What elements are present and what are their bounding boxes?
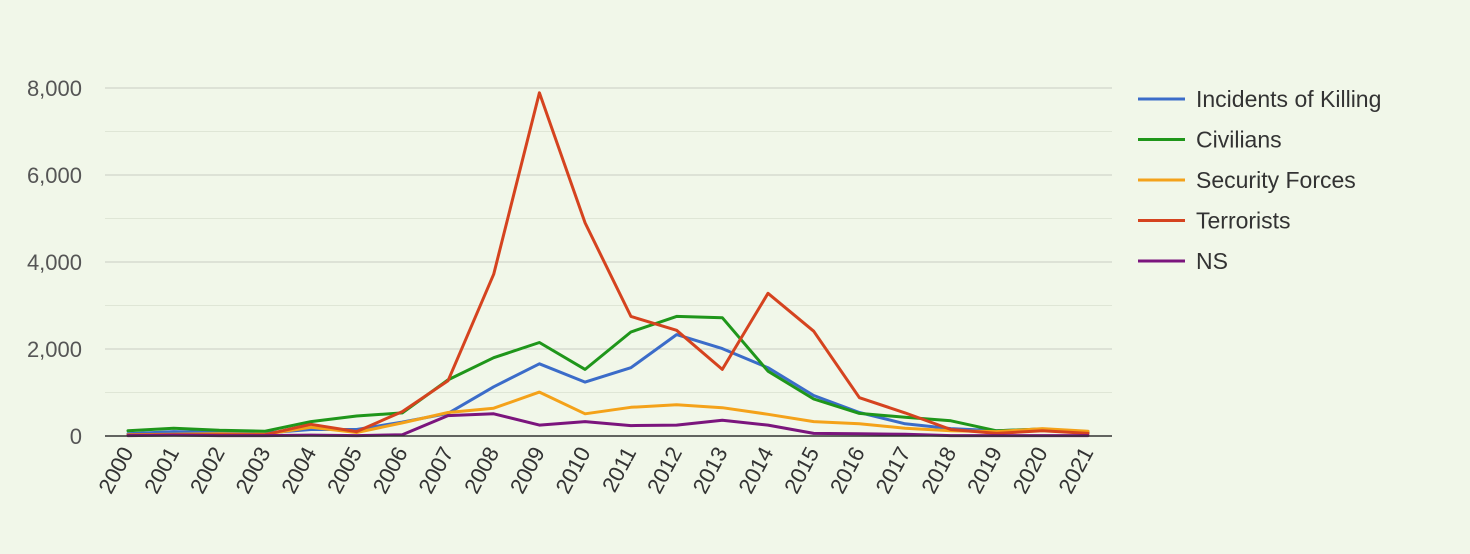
series-line-terrorists (126, 91, 1090, 437)
x-tick-label: 2012 (642, 443, 687, 498)
legend-item-terrorists: Terrorists (1138, 208, 1291, 234)
x-tick-label: 2016 (825, 443, 870, 498)
x-tick-label: 2014 (733, 443, 778, 498)
x-tick-label: 2013 (688, 443, 733, 498)
x-tick-label: 2018 (916, 443, 961, 498)
series-lines (126, 91, 1090, 438)
x-tick-label: 2002 (185, 443, 230, 498)
x-tick-label: 2000 (93, 443, 138, 498)
legend-item-incidents-of-killing: Incidents of Killing (1138, 86, 1381, 112)
series-line-civilians (126, 314, 1090, 434)
y-tick-label: 8,000 (27, 76, 82, 101)
x-tick-label: 2006 (368, 443, 413, 498)
x-tick-label: 2003 (231, 443, 276, 498)
x-tick-label: 2004 (276, 443, 321, 498)
x-tick-label: 2001 (139, 443, 184, 498)
y-tick-label: 0 (70, 424, 82, 449)
legend-label: Terrorists (1196, 208, 1291, 234)
x-tick-label: 2021 (1053, 443, 1098, 498)
legend-label: Civilians (1196, 127, 1282, 153)
legend-label: Incidents of Killing (1196, 86, 1381, 112)
y-axis-tick-labels: 0 2,000 4,000 6,000 8,000 (27, 76, 82, 449)
x-tick-label: 2005 (322, 443, 367, 498)
x-tick-label: 2008 (459, 443, 504, 498)
legend: Incidents of Killing Civilians Security Fo… (1138, 86, 1381, 274)
legend-item-ns: NS (1138, 248, 1228, 274)
y-tick-label: 6,000 (27, 163, 82, 188)
legend-item-security-forces: Security Forces (1138, 167, 1356, 193)
legend-label: NS (1196, 248, 1228, 274)
x-tick-label: 2009 (505, 443, 550, 498)
x-tick-label: 2015 (779, 443, 824, 498)
x-tick-label: 2007 (413, 443, 458, 498)
y-tick-label: 4,000 (27, 250, 82, 275)
x-tick-label: 2017 (871, 443, 916, 498)
y-tick-label: 2,000 (27, 337, 82, 362)
legend-label: Security Forces (1196, 167, 1356, 193)
x-axis-tick-labels: 2000 2001 2002 2003 2004 2005 2006 2007 2008 2009… (93, 443, 1098, 498)
x-tick-label: 2020 (1008, 443, 1053, 498)
legend-item-civilians: Civilians (1138, 127, 1282, 153)
gridlines (105, 87, 1112, 393)
x-tick-label: 2011 (597, 443, 641, 497)
x-tick-label: 2019 (962, 443, 1007, 498)
x-tick-label: 2010 (551, 443, 596, 498)
